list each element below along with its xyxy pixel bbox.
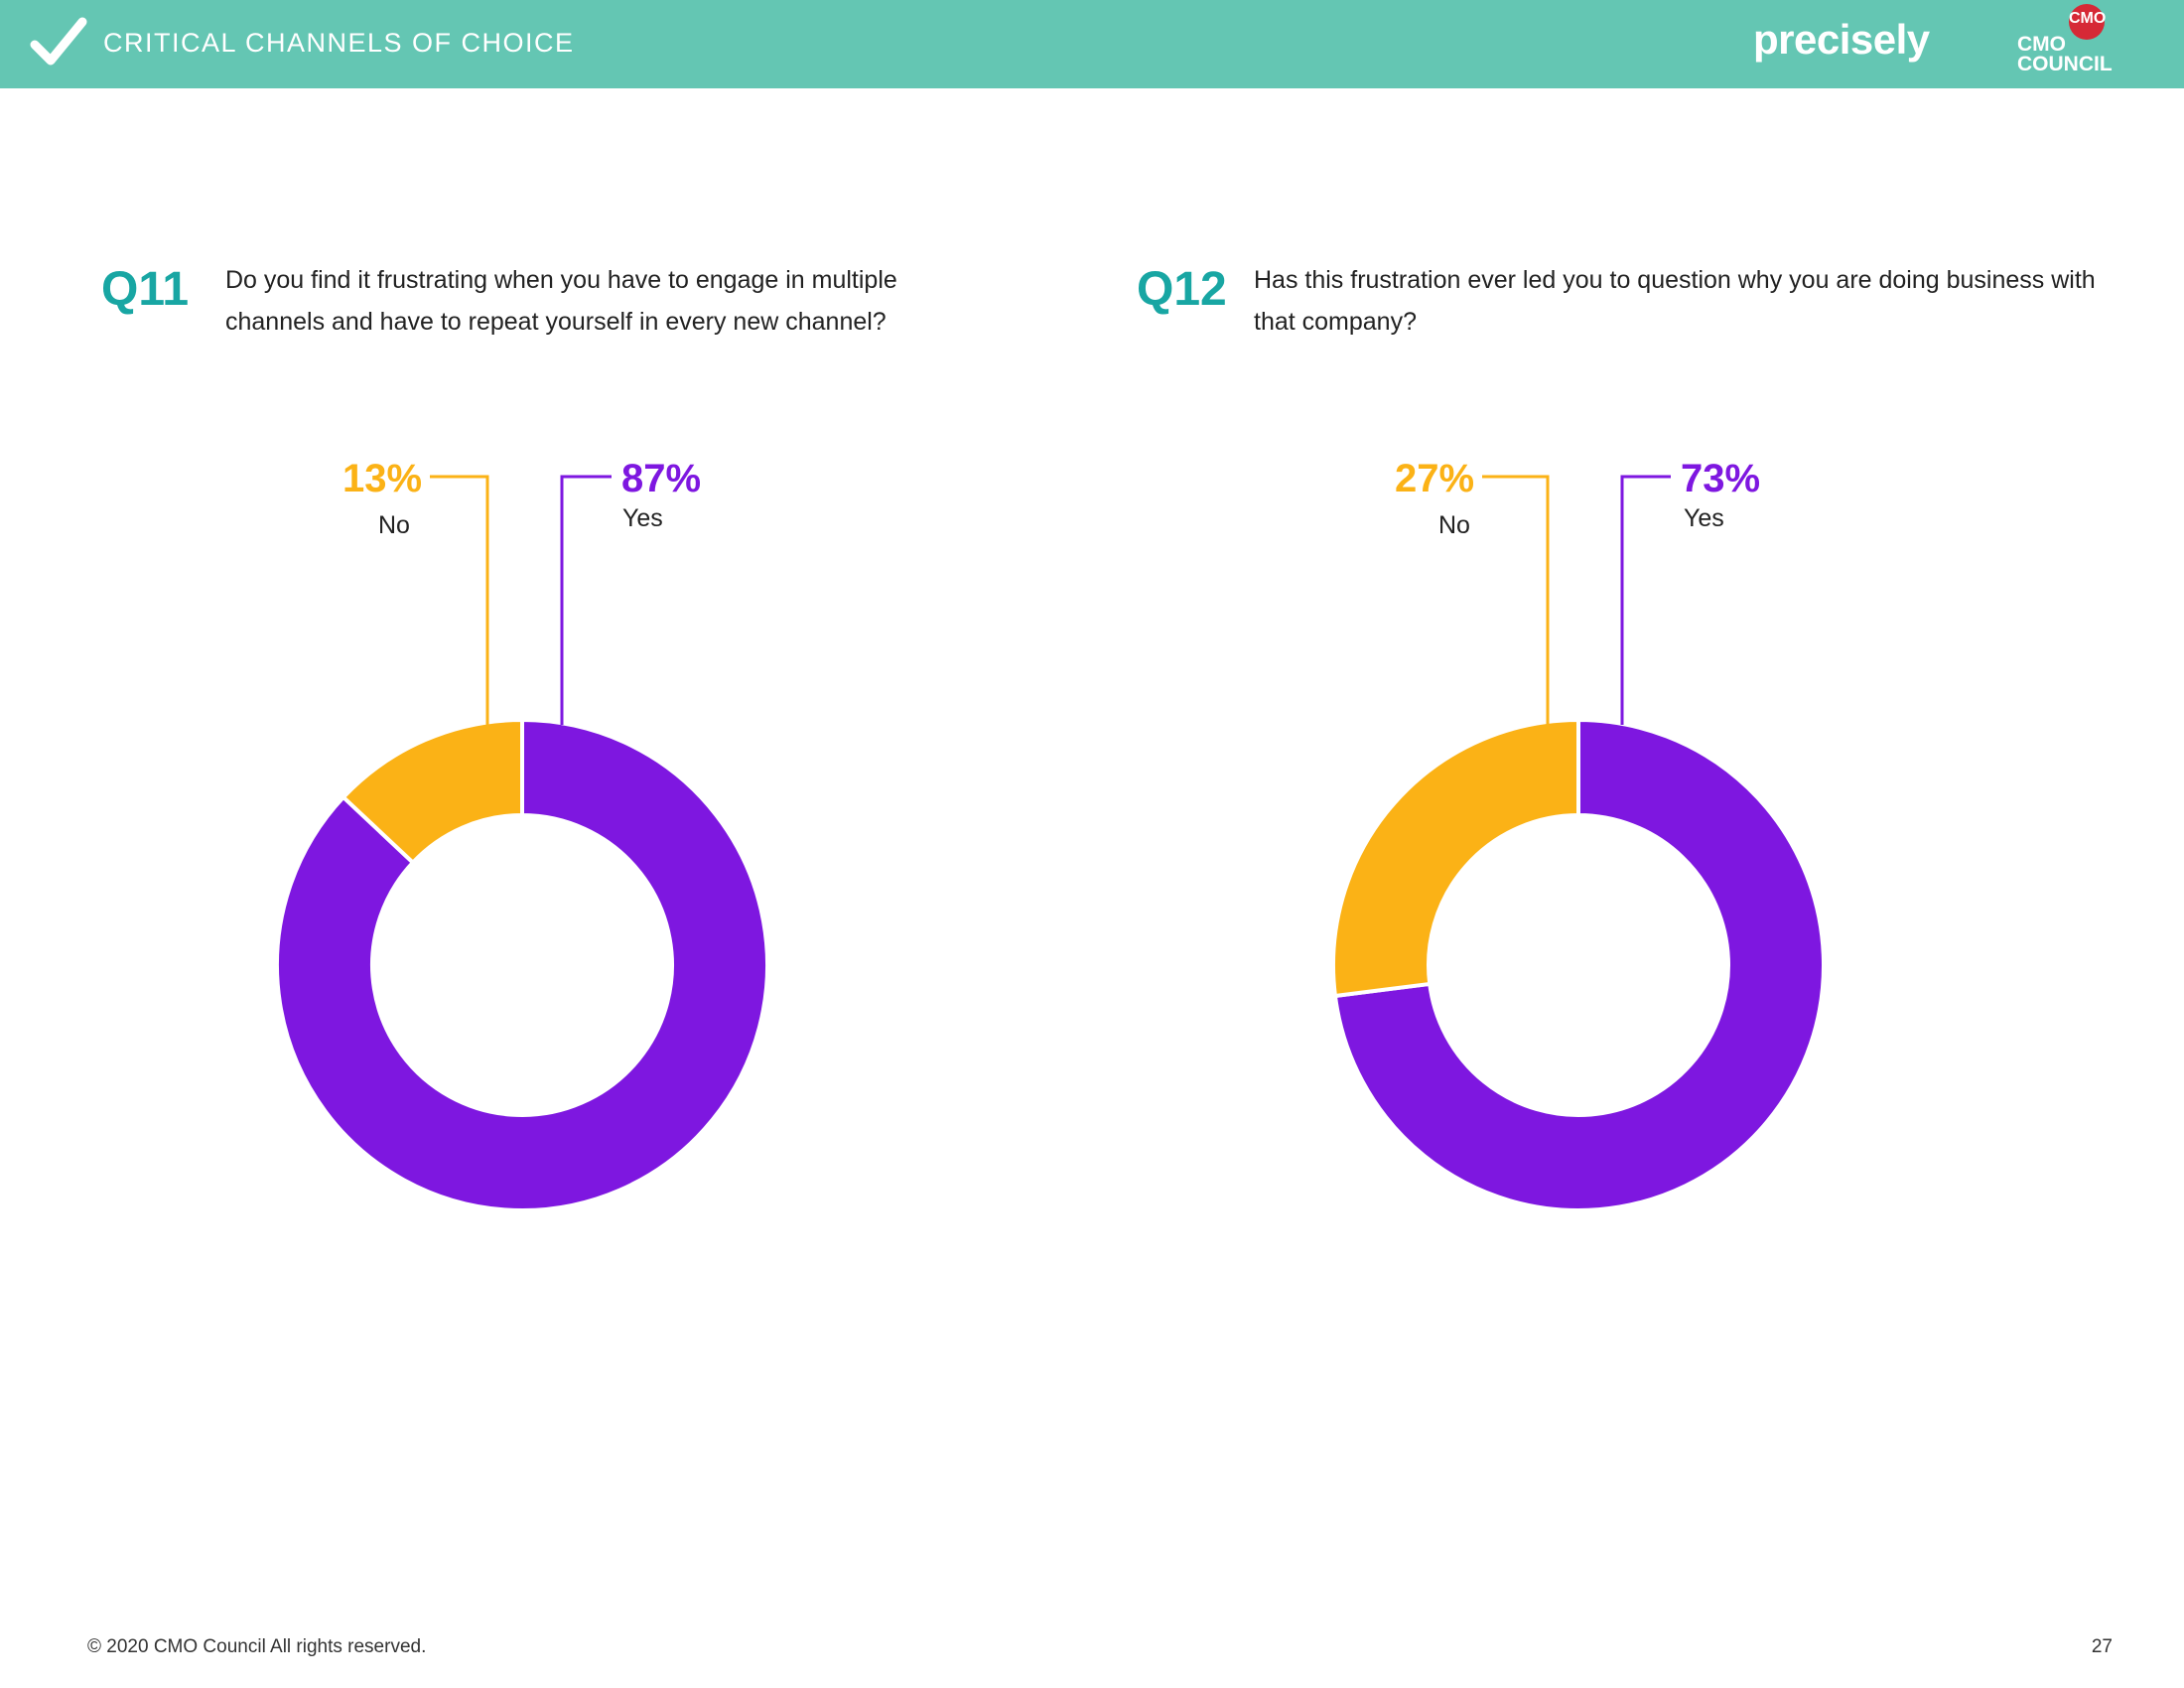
precisely-logo: precisely bbox=[1753, 16, 1930, 63]
chart2-slice-yes bbox=[1332, 717, 1826, 1212]
q11-text: Do you find it frustrating when you have… bbox=[225, 266, 897, 336]
checkmark-icon bbox=[30, 17, 87, 66]
chart1-leader-no bbox=[430, 475, 489, 725]
q12-number: Q12 bbox=[1137, 263, 1227, 316]
chart2-label-no-percent: 27% bbox=[1395, 457, 1474, 500]
page-number: 27 bbox=[2091, 1636, 2113, 1657]
cmo-seal-icon: CMO bbox=[2069, 4, 2107, 40]
chart2-slice-no bbox=[1331, 717, 1580, 999]
chart1-slice-yes bbox=[275, 717, 769, 1212]
cmo-logo-line1: CMO bbox=[2017, 33, 2066, 56]
section-title: CRITICAL CHANNELS OF CHOICE bbox=[103, 28, 575, 58]
header-band: CRITICAL CHANNELS OF CHOICE precisely CM… bbox=[0, 0, 2184, 88]
q12-text: Has this frustration ever led you to que… bbox=[1254, 266, 2096, 336]
chart2-leader-no bbox=[1482, 475, 1550, 725]
chart1-label-no-percent: 13% bbox=[342, 457, 422, 500]
cmo-seal-text: CMO bbox=[2069, 10, 2107, 27]
chart2-leader-yes bbox=[1620, 475, 1671, 725]
chart1-label-no: No bbox=[378, 511, 410, 539]
chart2-label-yes-percent: 73% bbox=[1681, 457, 1760, 500]
chart2-label-no: No bbox=[1438, 511, 1470, 539]
footer-copyright: © 2020 CMO Council All rights reserved. bbox=[87, 1636, 427, 1657]
chart1-leader-yes bbox=[560, 475, 612, 725]
q11-number: Q11 bbox=[101, 263, 190, 316]
chart1-label-yes: Yes bbox=[622, 504, 663, 532]
chart1-label-yes-percent: 87% bbox=[621, 457, 701, 500]
cmo-logo-line2: COUNCIL bbox=[2017, 53, 2113, 75]
chart2-label-yes: Yes bbox=[1684, 504, 1724, 532]
cmo-council-logo: CMO CMO COUNCIL bbox=[2013, 4, 2118, 81]
chart1-slice-no bbox=[341, 717, 524, 866]
